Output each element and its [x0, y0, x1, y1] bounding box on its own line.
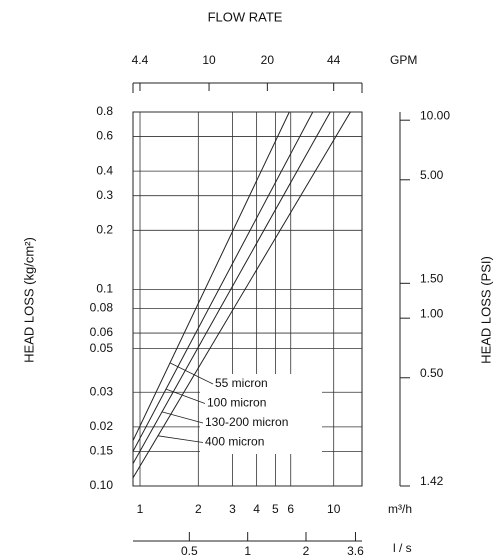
bottom2-tick-label: 3.6: [347, 544, 364, 558]
x-tick-label: 5: [272, 502, 279, 516]
legend-label: 55 micron: [215, 376, 268, 390]
y2-tick-label: 0.50: [420, 366, 444, 380]
legend-label: 100 micron: [207, 396, 266, 410]
x-tick-label: 2: [195, 502, 202, 516]
x-tick-label: 6: [287, 502, 294, 516]
y2-axis-title: HEAD LOSS (PSI): [478, 256, 493, 364]
y-tick-label: 0.3: [96, 188, 113, 202]
leader-line: [157, 435, 204, 443]
y-tick-label: 0.1: [96, 282, 113, 296]
y-tick-label: 0.05: [90, 341, 114, 355]
series-line: [133, 112, 290, 441]
legend-label: 130-200 micron: [205, 415, 288, 429]
y-tick-label: 0.02: [90, 419, 114, 433]
chart-title: FLOW RATE: [208, 9, 283, 24]
legend-label: 400 micron: [205, 435, 264, 449]
y-tick-label: 0.15: [90, 444, 114, 458]
x-tick-label: 10: [327, 502, 341, 516]
leader-line: [169, 362, 214, 385]
y-tick-label: 0.03: [90, 384, 114, 398]
y-tick-label: 0.2: [96, 222, 113, 236]
y-axis-title: HEAD LOSS (kg/cm²): [21, 237, 36, 363]
series-line: [133, 112, 314, 452]
top-tick-label: 44: [327, 53, 341, 67]
y2-tick-label: 10.00: [420, 108, 450, 122]
y-tick-label: 0.4: [96, 163, 113, 177]
bottom2-tick-label: 0.5: [181, 544, 198, 558]
leader-line: [161, 411, 204, 424]
y2-tick-label: 1.42: [420, 474, 444, 488]
bottom2-tick-label: 2: [303, 544, 310, 558]
y2-tick-label: 5.00: [420, 168, 444, 182]
top-unit-label: GPM: [390, 53, 417, 67]
legend-box: [200, 374, 322, 454]
x-tick-label: 1: [137, 502, 144, 516]
top-tick-label: 4.4: [132, 53, 149, 67]
y-tick-label: 0.6: [96, 129, 113, 143]
y2-tick-label: 1.50: [420, 271, 444, 285]
bottom2-unit-label: l / s: [393, 541, 412, 555]
series-line: [133, 112, 351, 479]
top-tick-label: 20: [261, 53, 275, 67]
y-tick-label: 0.8: [96, 104, 113, 118]
y-tick-label: 0.10: [90, 478, 114, 492]
x-tick-label: 4: [253, 502, 260, 516]
y2-tick-label: 1.00: [420, 306, 444, 320]
y-tick-label: 0.08: [90, 301, 114, 315]
leader-line: [165, 388, 206, 404]
y-tick-label: 0.06: [90, 325, 114, 339]
series-line: [133, 112, 331, 464]
x-unit-label: m³/h: [388, 502, 412, 516]
bottom2-tick-label: 1: [244, 544, 251, 558]
x-tick-label: 3: [229, 502, 236, 516]
top-tick-label: 10: [202, 53, 216, 67]
